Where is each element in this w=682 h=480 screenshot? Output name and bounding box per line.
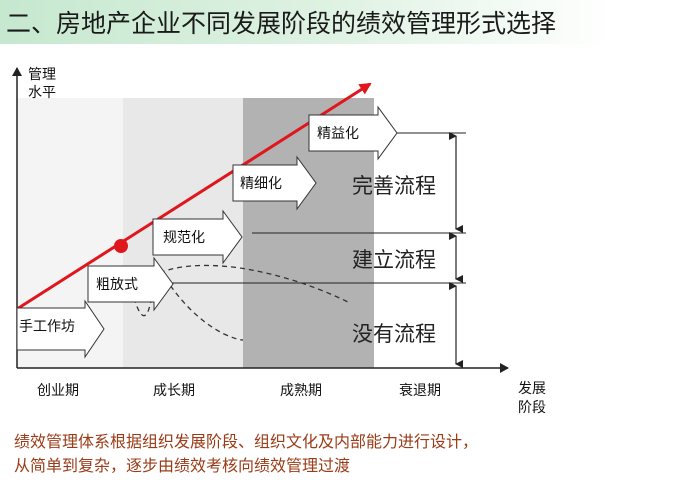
y-axis-label-line2: 水平 (28, 85, 56, 101)
y-axis-label-line1: 管理 (28, 67, 56, 83)
stage-label-decline: 衰退期 (399, 382, 441, 399)
form-arrow-standardized: 规范化 (152, 209, 243, 265)
x-axis-label-line1: 发展 (518, 381, 546, 397)
note-line-2: 从简单到复杂，逐步由绩效考核向绩效管理过渡 (14, 456, 351, 475)
process-label-none: 没有流程 (352, 322, 436, 346)
title-band: 二、房地产企业不同发展阶段的绩效管理形式选择 (0, 0, 612, 44)
form-arrow-extensive: 粗放式 (87, 256, 174, 312)
process-label-complete: 完善流程 (352, 174, 436, 198)
form-arrow-refined: 精细化 (232, 155, 317, 211)
note-line-1: 绩效管理体系根据组织发展阶段、组织文化及内部能力进行设计， (14, 432, 479, 451)
form-label-extensive: 粗放式 (96, 277, 138, 293)
stage-label-growth: 成长期 (153, 383, 195, 399)
form-arrow-lean: 精益化 (308, 105, 398, 161)
stage-label-mature: 成熟期 (280, 383, 322, 399)
x-axis-label-line2: 阶段 (518, 400, 546, 416)
stage-label-startup: 创业期 (37, 383, 79, 399)
form-arrow-handcraft: 手工作坊 (16, 299, 105, 359)
page-title: 二、房地产企业不同发展阶段的绩效管理形式选择 (6, 9, 557, 38)
form-label-lean: 精益化 (317, 126, 359, 142)
form-label-standardized: 规范化 (163, 229, 205, 246)
dashed-curve-upper (151, 264, 351, 304)
form-label-handcraft: 手工作坊 (19, 319, 75, 335)
process-label-establish: 建立流程 (352, 248, 436, 272)
growth-marker-dot (114, 239, 128, 253)
form-label-refined: 精细化 (240, 176, 282, 192)
